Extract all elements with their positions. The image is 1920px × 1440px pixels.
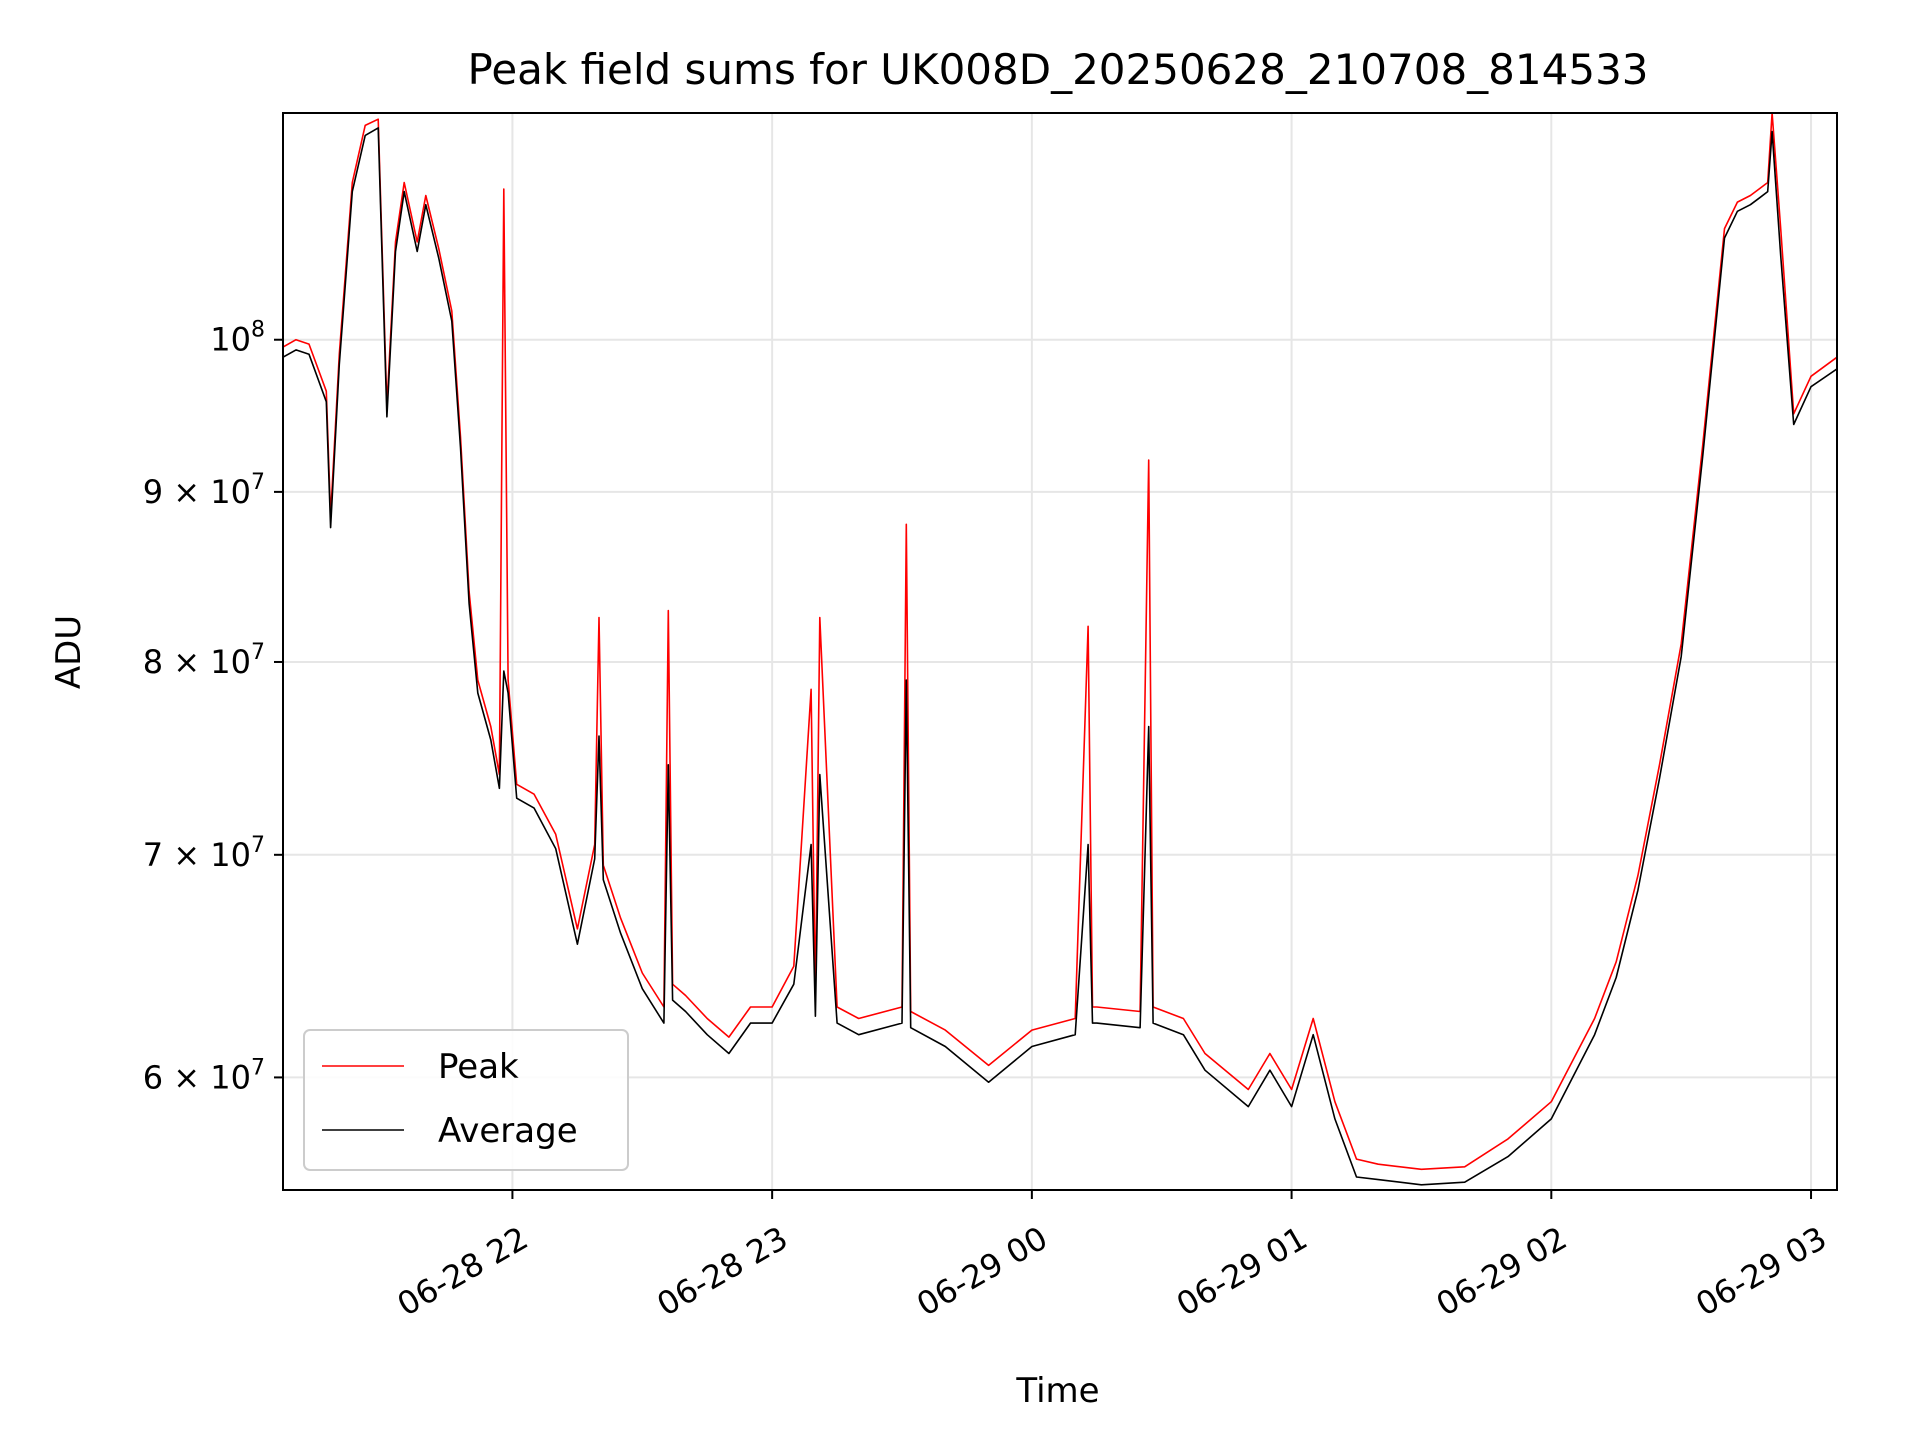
legend-box	[303, 1029, 629, 1171]
legend: Peak Average	[303, 1029, 629, 1171]
y-tick-label: 9 × 107	[143, 470, 265, 511]
y-tick-label: 6 × 107	[143, 1055, 265, 1096]
series-lines	[283, 113, 1837, 1186]
y-axis-label: ADU	[49, 615, 89, 689]
legend-label-average: Average	[438, 1111, 578, 1151]
plot-frame	[282, 112, 1838, 1191]
y-tick-label: 8 × 107	[143, 640, 265, 681]
chart-title: Peak field sums for UK008D_20250628_2107…	[467, 45, 1648, 94]
y-tick-label: 7 × 107	[143, 833, 265, 874]
x-axis-label: Time	[1015, 1371, 1099, 1411]
series-line-peak	[283, 113, 1837, 1171]
series-line-average	[283, 127, 1837, 1186]
legend-label-peak: Peak	[438, 1047, 519, 1087]
